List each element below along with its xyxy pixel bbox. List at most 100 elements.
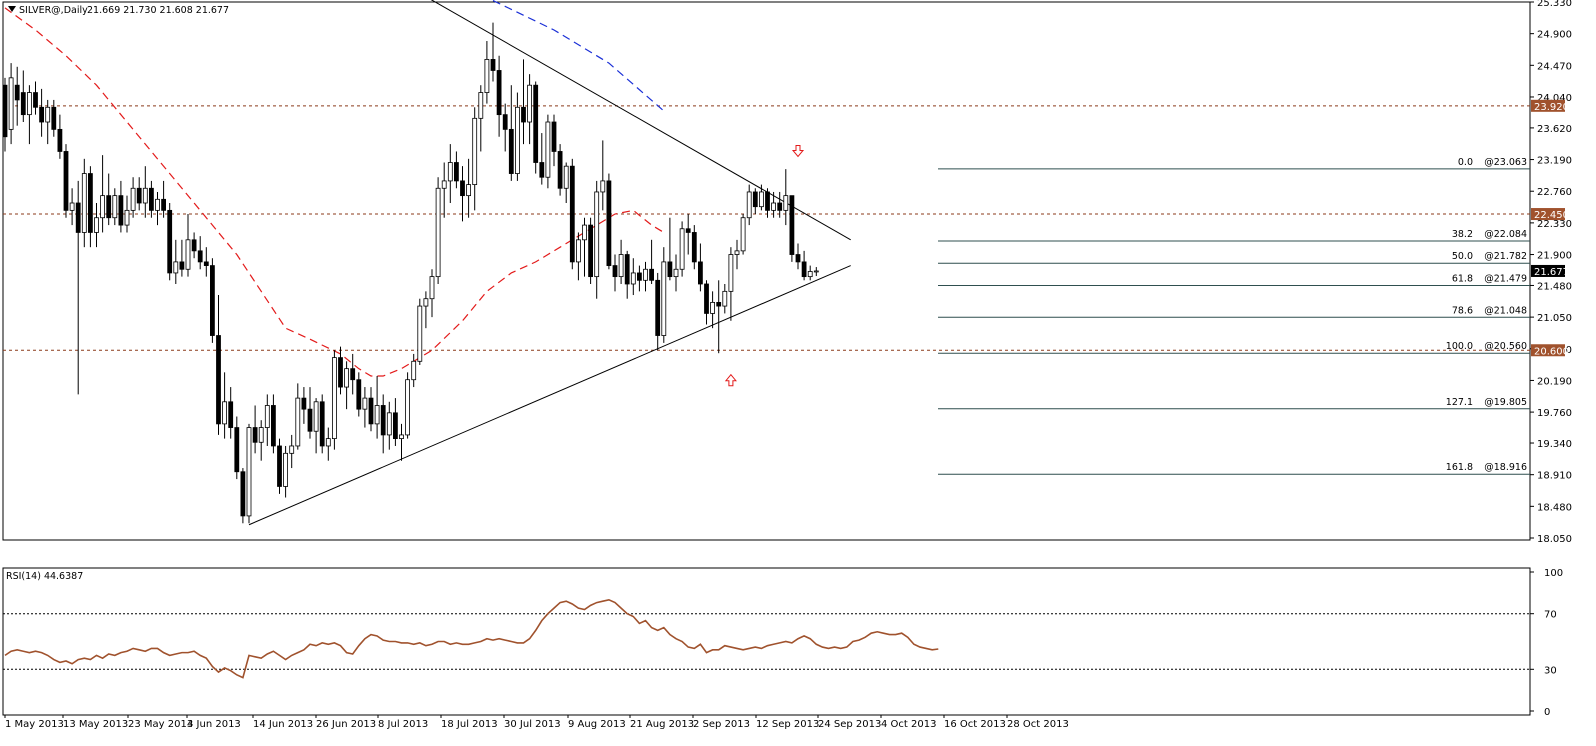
bearish-candle bbox=[606, 180, 612, 266]
bearish-candle bbox=[521, 106, 526, 123]
bearish-candle bbox=[301, 397, 307, 410]
ohlc-values: 21.669 21.730 21.608 21.677 bbox=[87, 5, 229, 16]
bearish-candle bbox=[624, 254, 630, 285]
bearish-candle bbox=[453, 162, 459, 182]
price-panel-border bbox=[2, 1, 1531, 541]
bearish-candle bbox=[704, 283, 709, 314]
bullish-candle bbox=[411, 360, 417, 381]
current-price-tag-label: 21.677 bbox=[1534, 267, 1569, 278]
bearish-candle bbox=[106, 195, 112, 219]
bullish-candle bbox=[130, 187, 136, 211]
bearish-candle bbox=[801, 261, 807, 278]
y-axis-tick-label: 20.190 bbox=[1537, 376, 1572, 387]
bearish-candle bbox=[496, 70, 502, 116]
trend-lines bbox=[248, 0, 851, 526]
y-axis-tick-label: 19.760 bbox=[1537, 408, 1572, 419]
bullish-candle bbox=[441, 180, 447, 189]
bullish-candle bbox=[728, 254, 734, 292]
up-arrow-icon bbox=[724, 373, 737, 387]
bearish-candle bbox=[350, 368, 356, 381]
y-axis-tick-label: 18.050 bbox=[1537, 534, 1572, 545]
level-price-tag bbox=[1531, 99, 1565, 112]
bearish-candle bbox=[39, 106, 44, 123]
bearish-candle bbox=[691, 232, 697, 263]
rsi-header: RSI(14) 44.6387 bbox=[6, 571, 83, 582]
candlesticks bbox=[2, 22, 819, 524]
bearish-candle bbox=[765, 191, 770, 211]
bearish-candle bbox=[612, 265, 618, 278]
trend-line bbox=[430, 0, 851, 241]
bullish-candle bbox=[710, 301, 715, 314]
bullish-candle bbox=[435, 187, 441, 278]
bullish-candle bbox=[545, 121, 551, 178]
bearish-candle bbox=[649, 268, 654, 281]
bearish-candle bbox=[319, 401, 325, 447]
bearish-candle bbox=[252, 427, 258, 443]
y-axis-tick-label: 24.470 bbox=[1537, 61, 1572, 72]
bearish-candle bbox=[33, 92, 38, 108]
bullish-candle bbox=[478, 92, 484, 119]
x-axis-tick-label: 8 Jul 2013 bbox=[378, 719, 428, 730]
bearish-candle bbox=[795, 254, 801, 263]
bullish-candle bbox=[472, 117, 478, 185]
bearish-candle bbox=[588, 224, 593, 278]
x-axis-tick-label: 26 Jun 2013 bbox=[316, 719, 376, 730]
fib-ratio-label: 161.8 bbox=[1446, 462, 1473, 473]
bearish-candle bbox=[777, 202, 783, 211]
bearish-candle bbox=[118, 195, 124, 226]
bullish-candle bbox=[429, 276, 435, 300]
bearish-candle bbox=[234, 427, 240, 473]
bearish-candle bbox=[136, 187, 142, 204]
bullish-candle bbox=[313, 401, 319, 432]
fibonacci-levels: 0.0 @23.063 38.2 @22.084 50.0 @21.782 61.8 @21.… bbox=[938, 157, 1530, 475]
bullish-candle bbox=[661, 261, 667, 336]
symbol-timeframe: SILVER@,Daily bbox=[19, 5, 88, 16]
bullish-candle bbox=[295, 397, 301, 447]
bearish-candle bbox=[539, 162, 545, 178]
level-price-tag bbox=[1531, 344, 1565, 357]
bearish-candle bbox=[148, 187, 154, 211]
y-axis-tick-label: 24.040 bbox=[1537, 93, 1572, 104]
fib-price-label: @21.048 bbox=[1484, 305, 1527, 316]
x-axis-tick-label: 4 Oct 2013 bbox=[881, 719, 936, 730]
fib-ratio-label: 50.0 bbox=[1452, 251, 1473, 262]
current-price-tag bbox=[1531, 264, 1565, 277]
bearish-candle bbox=[655, 279, 661, 336]
down-arrow-icon bbox=[791, 144, 805, 158]
rsi-panel bbox=[2, 567, 1531, 716]
bullish-candle bbox=[344, 368, 350, 388]
price-panel bbox=[2, 1, 1531, 541]
bullish-candle bbox=[466, 184, 472, 197]
bearish-candle bbox=[2, 84, 8, 138]
x-axis-tick-label: 23 May 2013 bbox=[128, 719, 193, 730]
trend-line bbox=[248, 265, 851, 526]
bullish-candle bbox=[734, 250, 740, 255]
bearish-candle bbox=[240, 471, 246, 517]
x-axis-tick-label: 14 Jun 2013 bbox=[253, 719, 313, 730]
bullish-candle bbox=[173, 261, 179, 274]
bullish-candle bbox=[600, 180, 606, 193]
bullish-candle bbox=[81, 173, 87, 233]
bearish-candle bbox=[191, 239, 197, 252]
bearish-candle bbox=[698, 261, 703, 285]
level-price-tag-label: 23.920 bbox=[1534, 102, 1569, 113]
y-axis-tick-label: 19.340 bbox=[1537, 439, 1572, 450]
bullish-candle bbox=[405, 379, 411, 436]
fib-ratio-label: 127.1 bbox=[1446, 397, 1473, 408]
bullish-candle bbox=[8, 77, 14, 130]
fib-ratio-label: 61.8 bbox=[1452, 274, 1473, 285]
bearish-candle bbox=[716, 301, 722, 307]
bearish-candle bbox=[197, 250, 203, 263]
bullish-candle bbox=[283, 452, 289, 487]
bearish-candle bbox=[88, 173, 93, 233]
bullish-candle bbox=[630, 272, 636, 285]
bullish-candle bbox=[447, 162, 453, 182]
bullish-candle bbox=[386, 412, 392, 436]
bullish-candle bbox=[423, 298, 429, 307]
bullish-candle bbox=[331, 357, 337, 440]
dropdown-triangle-icon[interactable] bbox=[8, 6, 16, 12]
y-axis-tick-label: 23.190 bbox=[1537, 156, 1572, 167]
y-axis-tick-label: 24.900 bbox=[1537, 30, 1572, 41]
x-axis-tick-label: 21 Aug 2013 bbox=[630, 719, 694, 730]
